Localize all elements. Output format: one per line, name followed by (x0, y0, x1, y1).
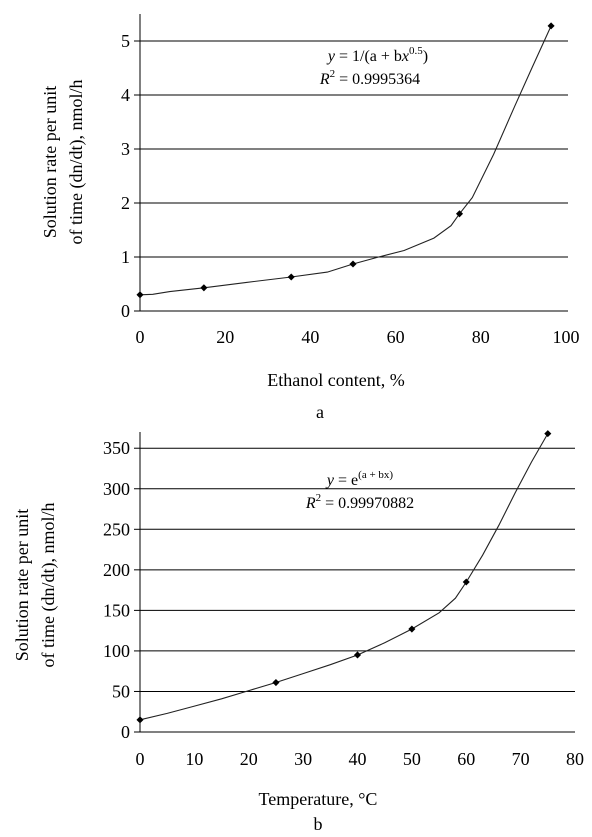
fit-line-a (139, 25, 552, 296)
y-axis-label-a-line2: of time (dn/dt), nmol/h (66, 80, 87, 245)
data-point-a-5 (547, 22, 555, 30)
data-point-a-3 (349, 260, 357, 268)
x-tick-label-a-100: 100 (553, 327, 580, 347)
data-point-b-3 (408, 625, 416, 633)
x-tick-label-b-20: 20 (240, 749, 258, 769)
x-tick-labels-b: 0 10 20 30 40 50 60 70 80 (136, 749, 585, 769)
y-tick-label-a-4: 4 (121, 85, 130, 105)
x-tick-label-b-50: 50 (403, 749, 421, 769)
equation-a: y = 1/(a + bx0.5) (326, 45, 428, 65)
y-tick-label-b-0: 0 (121, 722, 130, 742)
fit-curve-a (139, 25, 552, 296)
x-axis-label-b: Temperature, °C (259, 789, 378, 809)
y-tick-labels-a: 0 1 2 3 4 5 (121, 31, 130, 321)
y-axis-label-b-line2: of time (dn/dt), nmol/h (38, 503, 59, 668)
x-tick-label-a-60: 60 (387, 327, 405, 347)
y-axis-label-a-line1: Solution rate per unit (40, 86, 60, 238)
x-tick-label-a-80: 80 (472, 327, 490, 347)
x-tick-labels-a: 0 20 40 60 80 100 (136, 327, 580, 347)
panel-label-a: a (316, 402, 324, 422)
equation-a-exponent: 0.5 (409, 45, 423, 57)
y-tick-labels-b: 0 50 100 150 200 250 300 350 (103, 438, 130, 742)
x-tick-label-b-10: 10 (185, 749, 203, 769)
r2-a: R2 = 0.9995364 (319, 68, 420, 88)
x-tick-label-b-80: 80 (566, 749, 584, 769)
x-tick-label-b-30: 30 (294, 749, 312, 769)
data-point-a-2 (287, 273, 295, 281)
y-tick-label-a-2: 2 (121, 193, 130, 213)
data-point-a-4 (455, 210, 464, 218)
x-tick-label-b-0: 0 (136, 749, 145, 769)
y-tick-label-a-5: 5 (121, 31, 130, 51)
y-tick-label-a-3: 3 (121, 139, 130, 159)
y-tick-label-a-1: 1 (121, 247, 130, 267)
panel-label-b: b (314, 814, 323, 834)
x-tick-label-b-70: 70 (512, 749, 530, 769)
data-point-a-1 (200, 284, 208, 292)
data-points-b (136, 430, 552, 724)
y-tick-label-b-50: 50 (112, 681, 130, 701)
x-tick-label-b-40: 40 (349, 749, 367, 769)
equation-b: y = e(a + bx) (325, 469, 393, 489)
y-tick-label-a-0: 0 (121, 301, 130, 321)
y-tick-label-b-250: 250 (103, 519, 130, 539)
fit-line-b (139, 433, 549, 721)
y-tick-label-b-100: 100 (103, 641, 130, 661)
data-point-b-1 (272, 679, 280, 687)
equation-b-text: = e (334, 472, 358, 489)
data-point-b-4 (462, 578, 470, 586)
r2-b: R2 = 0.99970882 (305, 492, 414, 512)
x-tick-label-a-40: 40 (301, 327, 319, 347)
fit-curve-b (139, 433, 549, 721)
y-tick-label-b-350: 350 (103, 438, 130, 458)
data-point-b-2 (353, 651, 362, 659)
x-tick-label-a-20: 20 (216, 327, 234, 347)
data-point-b-5 (544, 430, 552, 438)
y-axis-label-b-line1: Solution rate per unit (12, 509, 32, 661)
grid-lines-b (134, 447, 575, 733)
equation-a-text: = 1/(a + b (335, 48, 402, 65)
x-tick-label-a-0: 0 (136, 327, 145, 347)
chart-a: 0 1 2 3 4 5 0 20 40 60 80 100 Ethanol content, % S… (40, 14, 580, 422)
y-tick-label-b-300: 300 (103, 479, 130, 499)
equation-b-exponent: (a + bx) (358, 469, 393, 481)
grid-lines-a (134, 40, 568, 312)
y-tick-label-b-200: 200 (103, 560, 130, 580)
data-points-a (136, 22, 555, 299)
x-axis-label-a: Ethanol content, % (267, 370, 404, 390)
equation-a-suffix: ) (423, 48, 428, 65)
x-tick-label-b-60: 60 (457, 749, 475, 769)
y-tick-label-b-150: 150 (103, 600, 130, 620)
